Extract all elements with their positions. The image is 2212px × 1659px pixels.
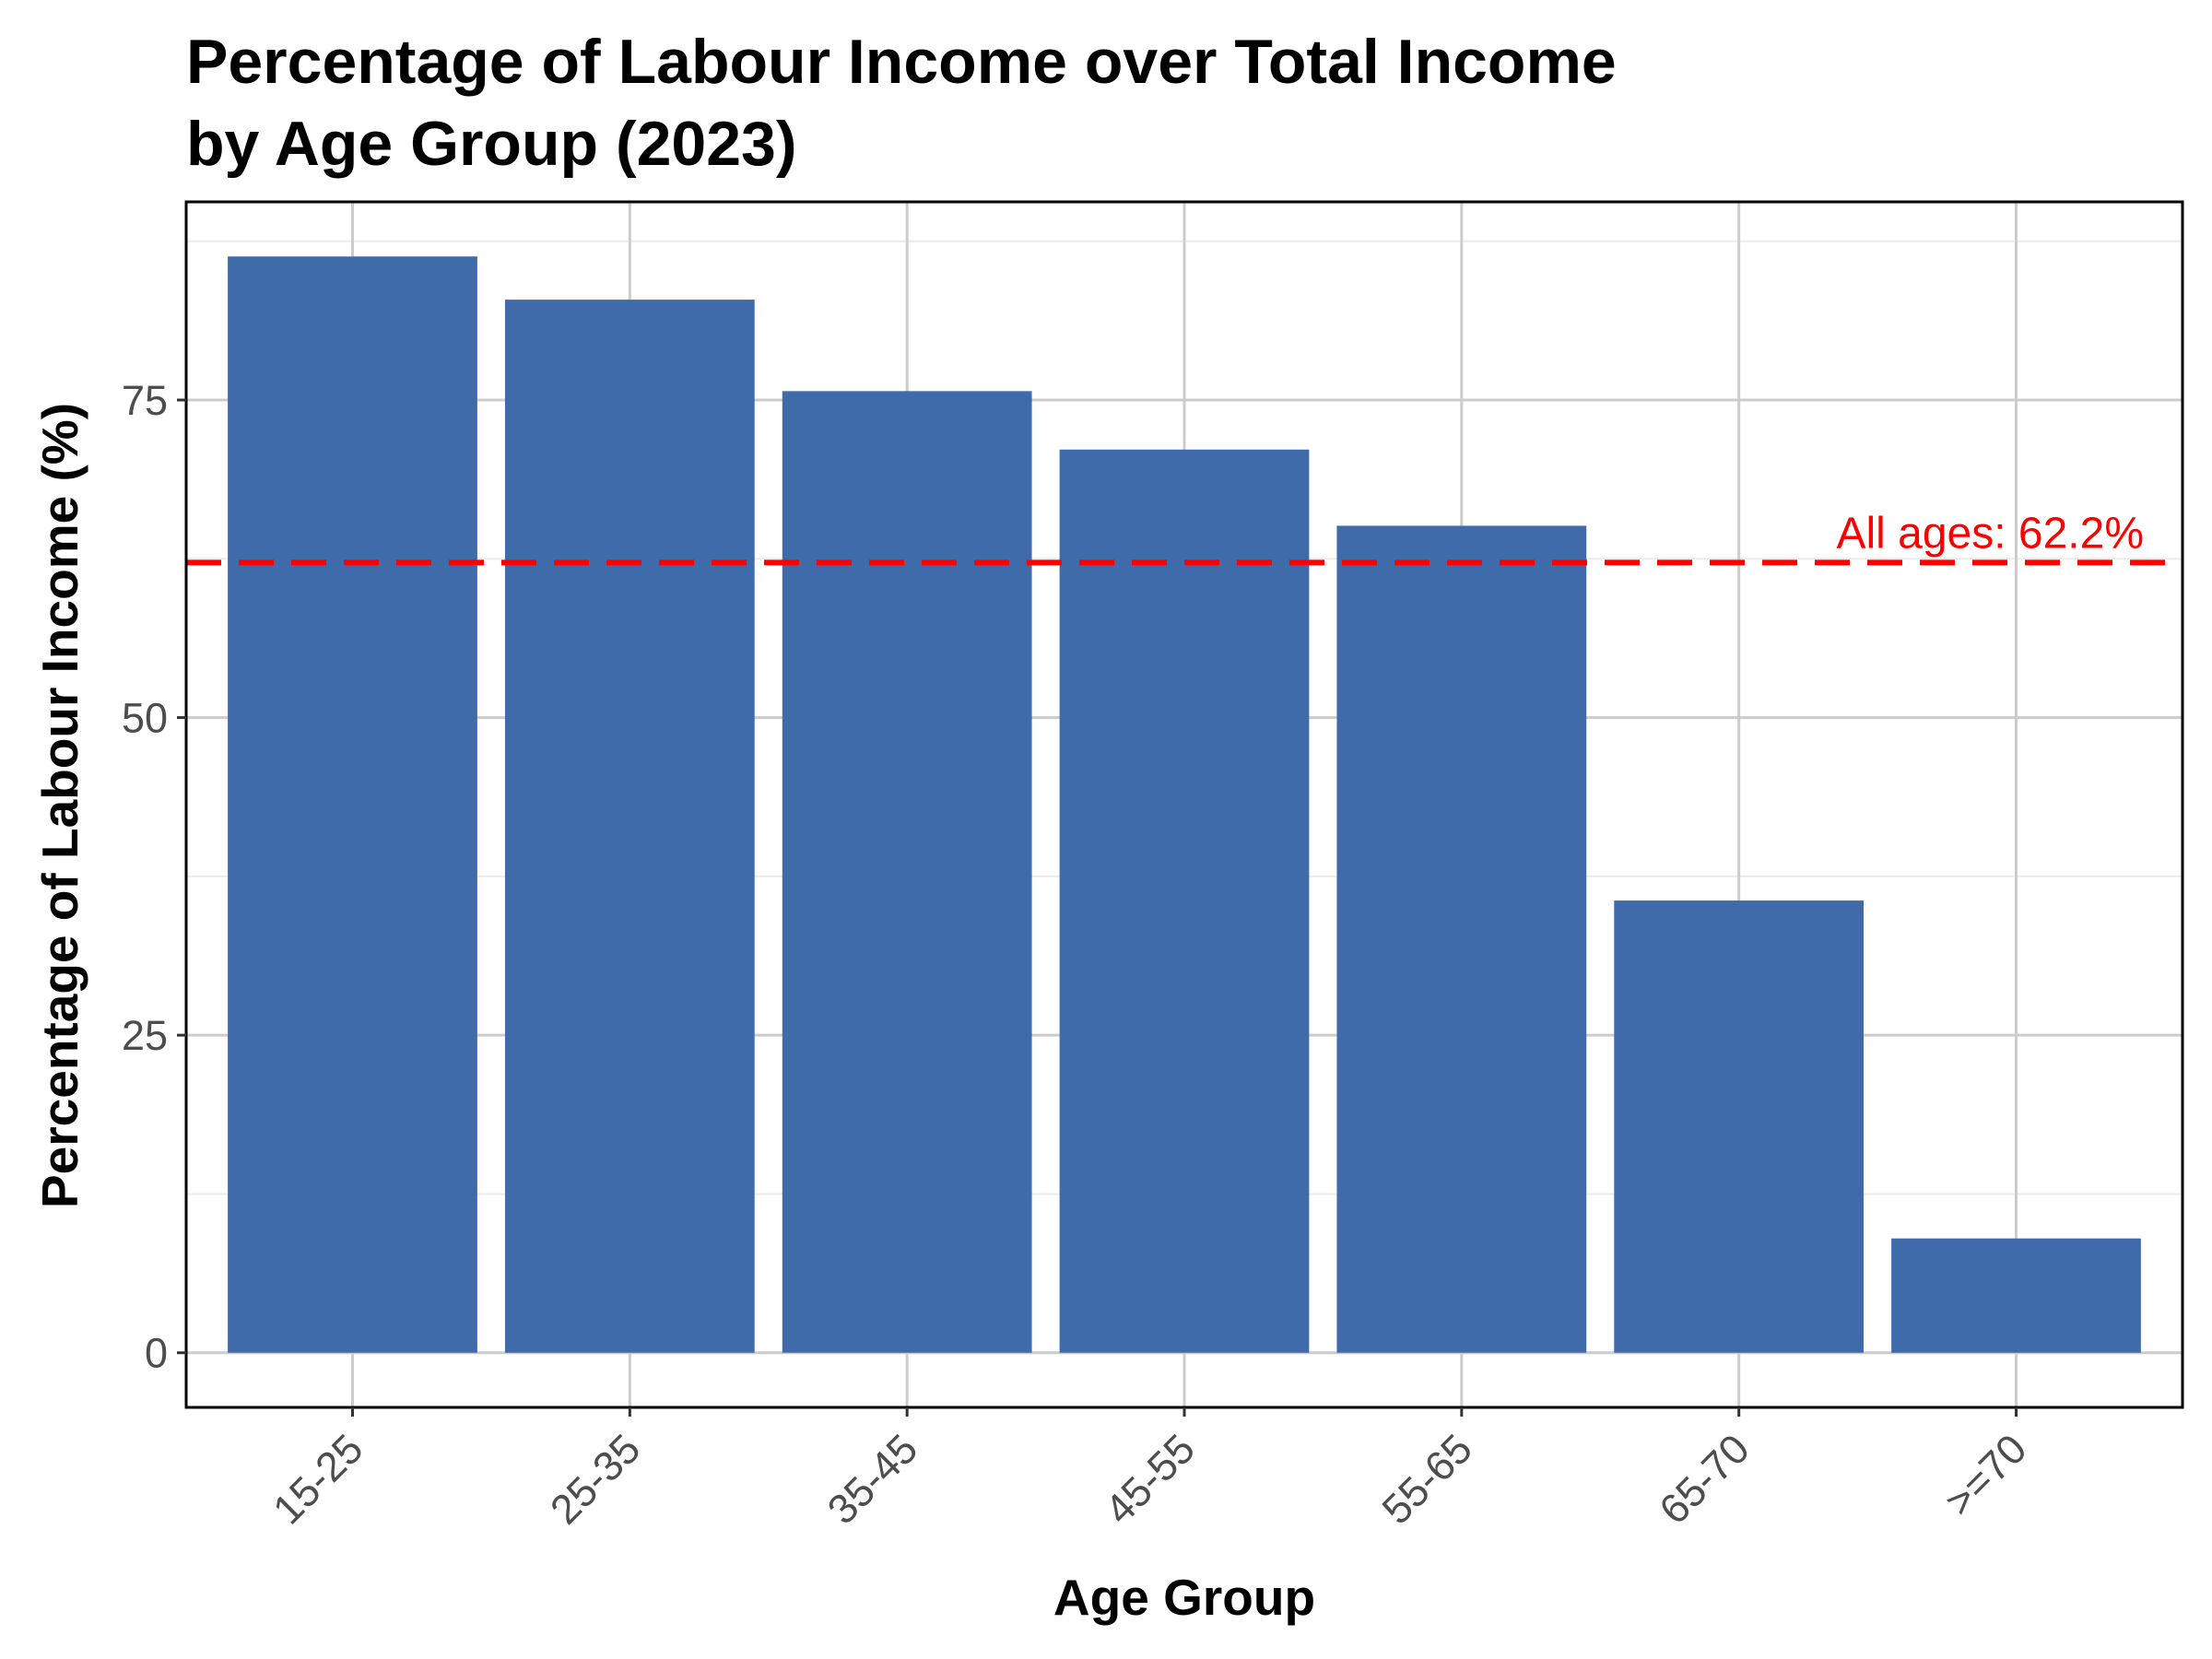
y-axis-title: Percentage of Labour Income (%)	[31, 403, 88, 1208]
bar-45-55	[1059, 449, 1310, 1353]
chart-title-line-2: by Age Group (2023)	[186, 109, 797, 179]
bar-15-25	[228, 256, 477, 1353]
y-tick-label: 25	[122, 1012, 168, 1059]
bars	[228, 256, 2141, 1353]
y-axis: 0 25 50 75	[122, 377, 186, 1377]
bar-25-35	[504, 300, 755, 1353]
x-axis-title: Age Group	[1053, 1569, 1315, 1626]
reference-line-group: All ages: 62.2%	[186, 509, 2183, 566]
y-tick-label: 0	[145, 1330, 168, 1377]
bar->=70	[1891, 1238, 2141, 1353]
reference-line-label: All ages: 62.2%	[1836, 509, 2144, 558]
y-tick-label: 50	[122, 695, 168, 742]
bar-35-45	[782, 391, 1032, 1353]
chart-title-line-1: Percentage of Labour Income over Total I…	[186, 27, 1617, 97]
y-tick-label: 75	[122, 377, 168, 424]
bar-65-70	[1614, 900, 1865, 1353]
bar-55-65	[1336, 525, 1587, 1353]
